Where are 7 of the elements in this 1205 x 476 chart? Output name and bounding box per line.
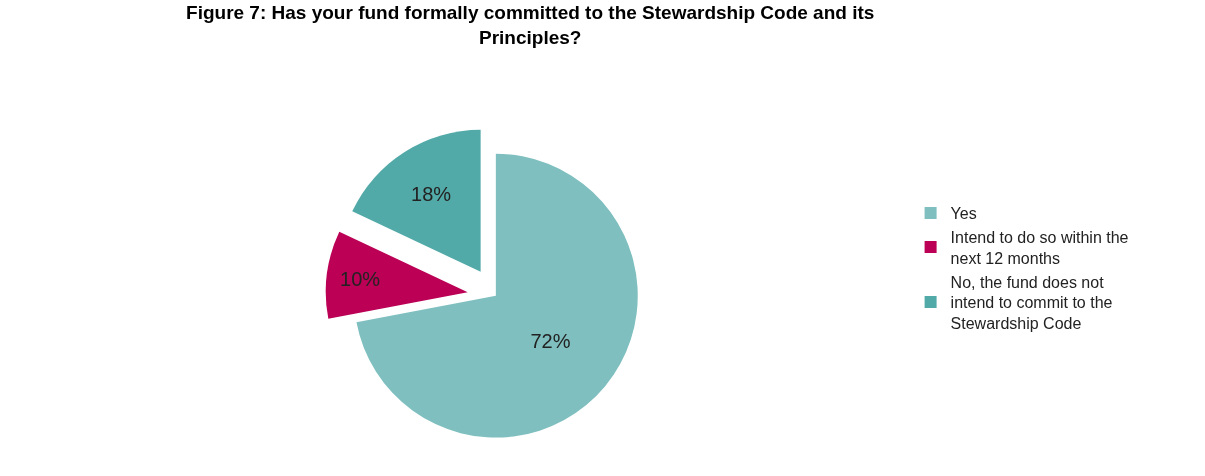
data-label: 10% bbox=[340, 267, 381, 290]
data-label: 72% bbox=[530, 329, 571, 352]
legend-label: No, the fund does not intend to commit to the Stewardship Code bbox=[950, 273, 1113, 333]
data-label: 18% bbox=[411, 182, 452, 205]
legend-label: Yes bbox=[950, 205, 977, 223]
chart-title: Figure 7: Has your fund formally committed to the Stewardship Code and its Principles? bbox=[186, 2, 875, 48]
legend-label: Intend to do so within the next 12 months bbox=[950, 228, 1129, 267]
